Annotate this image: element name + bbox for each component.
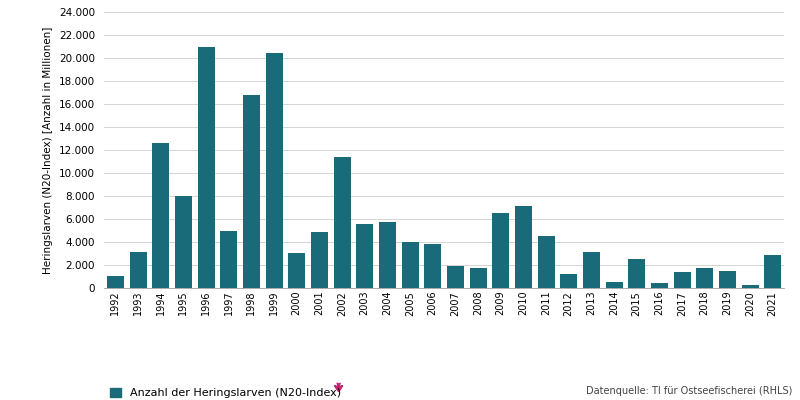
Bar [266,53,282,288]
Bar [130,252,146,288]
Bar [606,282,622,288]
Bar [628,259,645,288]
Bar [674,272,690,288]
Bar [152,143,169,288]
Bar [492,213,509,288]
Bar [220,230,237,288]
Bar [538,236,554,288]
Bar [356,224,373,288]
Bar [379,222,396,288]
Bar [424,244,441,288]
Bar [742,285,758,288]
Bar [515,206,532,288]
Bar [696,268,713,288]
Bar [583,252,600,288]
Bar [243,95,260,288]
Bar [402,242,418,288]
Bar [311,232,328,288]
Y-axis label: Heringslarven (N20-Index) [Anzahl in Millionen]: Heringslarven (N20-Index) [Anzahl in Mil… [43,26,54,274]
Bar [334,157,350,288]
Bar [651,283,668,288]
Bar [560,274,577,288]
Bar [107,276,124,288]
Bar [288,253,305,288]
Bar [175,196,192,288]
Bar [719,271,736,288]
Text: Datenquelle: TI für Ostseefischerei (RHLS): Datenquelle: TI für Ostseefischerei (RHL… [586,386,792,396]
Bar [764,255,781,288]
Bar [447,266,464,288]
Bar [470,268,486,288]
Legend: Anzahl der Heringslarven (N20-Index): Anzahl der Heringslarven (N20-Index) [110,388,341,398]
Bar [198,46,214,288]
